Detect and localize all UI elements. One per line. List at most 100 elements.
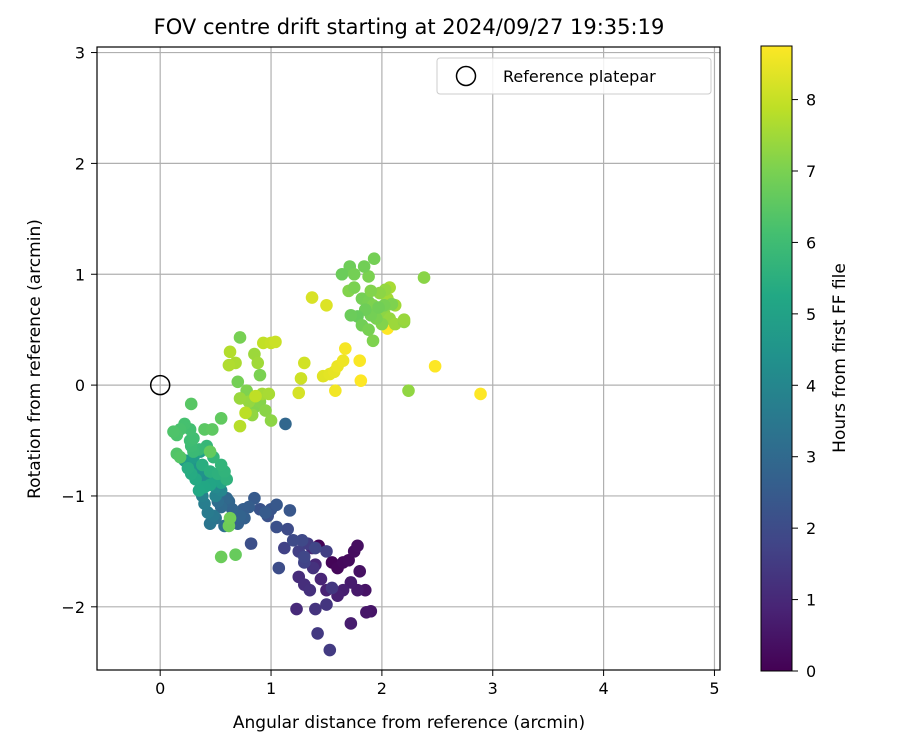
colorbar-ticks: 0 1 2 3 4 5 6 7 8: [792, 91, 816, 681]
data-point: [233, 419, 247, 433]
colorbar: 0 1 2 3 4 5 6 7 8 Hours from first FF file: [760, 45, 850, 681]
data-point: [428, 359, 442, 373]
x-axis-label: Angular distance from reference (arcmin): [233, 713, 585, 733]
data-point: [249, 389, 262, 403]
data-point: [344, 308, 358, 322]
data-points: [149, 252, 487, 657]
chart-title: FOV centre drift starting at 2024/09/27 …: [154, 15, 665, 39]
data-point: [367, 252, 381, 266]
data-point: [229, 548, 242, 562]
data-point: [417, 271, 431, 284]
y-tick-label: 3: [75, 44, 85, 63]
data-point: [167, 425, 180, 438]
data-point: [231, 375, 245, 389]
colorbar-tick-label: 7: [806, 162, 816, 181]
data-point: [339, 342, 352, 355]
data-point: [347, 281, 361, 294]
x-axis-ticks: 0 1 2 3 4 5: [155, 670, 720, 698]
x-tick-label: 0: [155, 679, 165, 698]
colorbar-tick-label: 2: [806, 519, 816, 538]
legend-box: [436, 57, 712, 95]
data-point: [320, 298, 333, 312]
data-point: [309, 541, 322, 555]
data-point: [223, 511, 237, 525]
data-point: [283, 504, 297, 517]
x-tick-label: 3: [488, 679, 498, 698]
data-point: [181, 461, 195, 475]
y-tick-label: −2: [61, 598, 85, 617]
data-point: [278, 541, 291, 555]
data-point: [279, 417, 292, 431]
y-tick-label: 1: [75, 265, 85, 284]
data-point: [314, 572, 328, 586]
data-point: [397, 313, 411, 327]
data-point: [239, 406, 252, 420]
data-point: [222, 358, 236, 372]
data-point: [474, 387, 487, 401]
colorbar-tick-label: 6: [806, 233, 816, 252]
data-point: [353, 354, 367, 368]
data-point: [297, 356, 311, 370]
colorbar-tick-label: 5: [806, 305, 816, 324]
colorbar-tick-label: 3: [806, 448, 816, 467]
plot-frame: [96, 46, 721, 671]
data-point: [292, 386, 306, 400]
colorbar-tick-label: 4: [806, 376, 816, 395]
data-point: [290, 602, 303, 616]
data-point: [259, 404, 272, 417]
data-point: [253, 368, 267, 382]
data-point: [214, 550, 228, 564]
data-point: [360, 606, 373, 619]
legend-marker-icon: [455, 65, 477, 87]
data-point: [233, 331, 247, 344]
data-point: [184, 397, 198, 411]
data-point: [270, 520, 283, 534]
data-point: [286, 534, 300, 547]
legend: Reference platepar: [436, 57, 712, 95]
colorbar-tick-label: 0: [806, 662, 816, 681]
data-point: [272, 561, 286, 575]
data-point: [303, 583, 317, 597]
data-point: [336, 354, 350, 368]
data-point: [335, 267, 349, 281]
data-point: [362, 323, 375, 336]
x-tick-label: 1: [266, 679, 276, 698]
data-point: [344, 617, 358, 630]
colorbar-gradient: [760, 45, 793, 672]
y-tick-label: 0: [75, 376, 85, 395]
data-point: [353, 565, 367, 578]
data-point: [262, 387, 276, 401]
reference-marker: [149, 374, 171, 396]
data-point: [214, 458, 228, 472]
data-point: [251, 356, 265, 370]
colorbar-tick-label: 8: [806, 91, 816, 110]
data-point: [233, 392, 247, 405]
data-point: [297, 550, 311, 564]
data-point: [357, 260, 371, 273]
data-point: [372, 301, 385, 314]
data-point: [351, 539, 364, 553]
data-point: [295, 534, 309, 547]
data-point: [214, 412, 228, 425]
data-point: [347, 267, 361, 281]
data-point: [203, 445, 217, 458]
data-point: [323, 643, 337, 657]
data-point: [311, 627, 324, 640]
grid: [97, 47, 720, 670]
data-point: [329, 384, 342, 397]
colorbar-label: Hours from first FF file: [830, 263, 850, 453]
data-point: [173, 450, 187, 464]
data-point: [309, 602, 322, 616]
data-point: [192, 484, 206, 497]
data-point: [294, 372, 308, 385]
x-tick-label: 4: [599, 679, 609, 698]
data-point: [269, 335, 282, 349]
data-point: [325, 581, 339, 595]
y-tick-label: −1: [61, 487, 85, 506]
data-point: [320, 598, 333, 611]
data-point: [270, 498, 283, 512]
colorbar-tick-label: 1: [806, 591, 816, 610]
data-point: [366, 334, 380, 348]
